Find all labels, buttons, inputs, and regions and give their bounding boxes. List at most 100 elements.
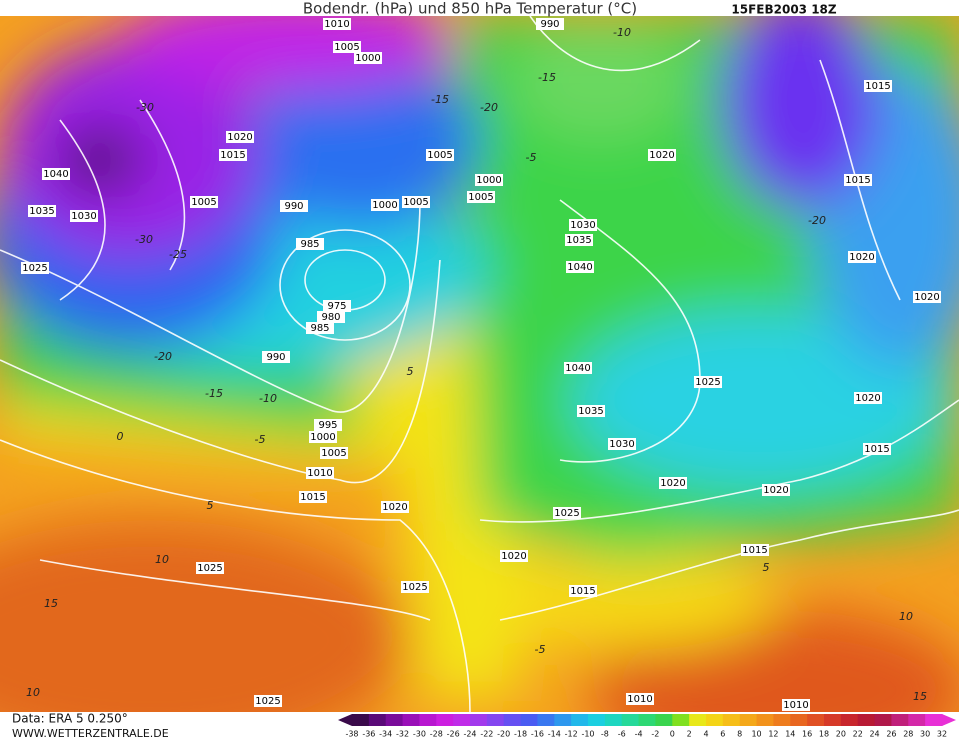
colorbar-tick-label: 10 — [751, 730, 761, 739]
colorbar-tick-label: 8 — [737, 730, 742, 739]
isobar-label: 1010 — [324, 19, 349, 30]
isobar-label-box — [577, 405, 605, 417]
temperature-label: 5 — [763, 561, 770, 574]
isobar-label: 1020 — [763, 485, 788, 496]
isobar-label-box — [782, 699, 810, 711]
temperature-label: -10 — [613, 26, 631, 39]
colorbar-cell — [368, 714, 387, 726]
colorbar-tick-label: -18 — [514, 730, 527, 739]
colorbar-tick-label: -10 — [581, 730, 594, 739]
colorbar-cell — [453, 714, 471, 726]
isobar-label-box — [467, 191, 495, 203]
isobar-label: 1015 — [742, 545, 767, 556]
colorbar: -38 -36 -34 -32 -30 -28 -26 -24 -22 -20 -18 -16 -14-… — [338, 714, 956, 739]
isobar-label-box — [320, 447, 348, 459]
colorbar-cell — [891, 714, 909, 726]
isobar-label-box — [371, 199, 399, 211]
isobar-label-box — [254, 695, 282, 707]
isobar-label-box — [309, 431, 337, 443]
colorbar-cell — [672, 714, 690, 726]
isobar-label: 975 — [327, 301, 346, 312]
isobar-label: 1025 — [402, 582, 427, 593]
isobar-label-box — [401, 581, 429, 593]
colorbar-tick-label: -24 — [463, 730, 476, 739]
map-title: Bodendr. (hPa) und 850 hPa Temperatur (°… — [303, 0, 637, 18]
colorbar-tick-label: -4 — [635, 730, 643, 739]
isobar-label-box — [333, 41, 361, 53]
isobar-label-box — [863, 443, 891, 455]
isobar-label-box — [475, 174, 503, 186]
isobar-label-box — [500, 550, 528, 562]
isobar-label: 1015 — [570, 586, 595, 597]
colorbar-cell — [470, 714, 488, 726]
colorbar-cell — [402, 714, 420, 726]
temperature-label: -15 — [431, 93, 449, 106]
colorbar-tick-label: 20 — [836, 730, 846, 739]
colorbar-cell — [604, 714, 623, 726]
colorbar-cell — [503, 714, 522, 726]
temperature-label: -30 — [135, 233, 153, 246]
colorbar-cell — [706, 714, 724, 726]
temperature-label: -20 — [480, 101, 498, 114]
colorbar-cell — [773, 714, 791, 726]
colorbar-tick-label: -8 — [601, 730, 609, 739]
temperature-label: 10 — [899, 610, 913, 623]
map-date: 15FEB2003 18Z — [731, 3, 837, 17]
isobar-label: 1030 — [570, 220, 595, 231]
isobar-label-box — [306, 467, 334, 479]
isobar-label-box — [569, 585, 597, 597]
temperature-label: 0 — [117, 430, 124, 443]
isobar-label-box — [553, 507, 581, 519]
isobar-label: 1030 — [609, 439, 634, 450]
temperature-label: 15 — [913, 690, 927, 703]
isobar-label: 1020 — [649, 150, 674, 161]
isobar-label-box — [762, 484, 790, 496]
colorbar-cell — [908, 714, 926, 726]
colorbar-arrow — [942, 714, 956, 726]
isobar-label-box — [42, 168, 70, 180]
isobar-label: 1020 — [227, 132, 252, 143]
temperature-label: -15 — [205, 387, 223, 400]
isobar-label-box — [536, 18, 564, 30]
isobar-label-box — [844, 174, 872, 186]
isobar-label-box — [565, 234, 593, 246]
colorbar-tick-label: -38 — [345, 730, 358, 739]
isobar-label: 1005 — [427, 150, 452, 161]
isobar-label-box — [28, 205, 56, 217]
isobar-label: 1040 — [567, 262, 592, 273]
colorbar-tick-label: 24 — [869, 730, 879, 739]
temperature-label: -5 — [255, 433, 266, 446]
colorbar-cell — [790, 714, 808, 726]
isobar-label-box — [566, 261, 594, 273]
isobar-label-box — [196, 562, 224, 574]
isobar-label-box — [190, 196, 218, 208]
isobar-label: 1035 — [566, 235, 591, 246]
isobar-label: 1015 — [864, 444, 889, 455]
site-name: WWW.WETTERZENTRALE.DE — [12, 727, 169, 740]
isobar-label: 1010 — [307, 468, 332, 479]
colorbar-cell — [857, 714, 876, 726]
isobar-label: 1020 — [914, 292, 939, 303]
isobar-label: 1000 — [310, 432, 335, 443]
colorbar-cell — [689, 714, 707, 726]
isobar-label-box — [296, 238, 324, 250]
colorbar-cell — [840, 714, 859, 726]
isobar-label-box — [354, 52, 382, 64]
isobar-label: 1020 — [501, 551, 526, 562]
colorbar-tick-label: 32 — [937, 730, 947, 739]
colorbar-cell — [655, 714, 673, 726]
isobar-label-box — [306, 322, 334, 334]
isobar-label: 1025 — [197, 563, 222, 574]
temperature-label: -30 — [136, 101, 154, 114]
colorbar-cell — [807, 714, 825, 726]
colorbar-tick-label: -30 — [413, 730, 426, 739]
colorbar-tick-label: -36 — [362, 730, 375, 739]
temperature-label: -15 — [538, 71, 556, 84]
colorbar-tick-label: -26 — [447, 730, 460, 739]
colorbar-tick-label: 14 — [785, 730, 795, 739]
isobar-label: 985 — [300, 239, 319, 250]
colorbar-tick-label: -22 — [480, 730, 493, 739]
isobar-label: 1025 — [22, 263, 47, 274]
isobar-label: 1000 — [476, 175, 501, 186]
